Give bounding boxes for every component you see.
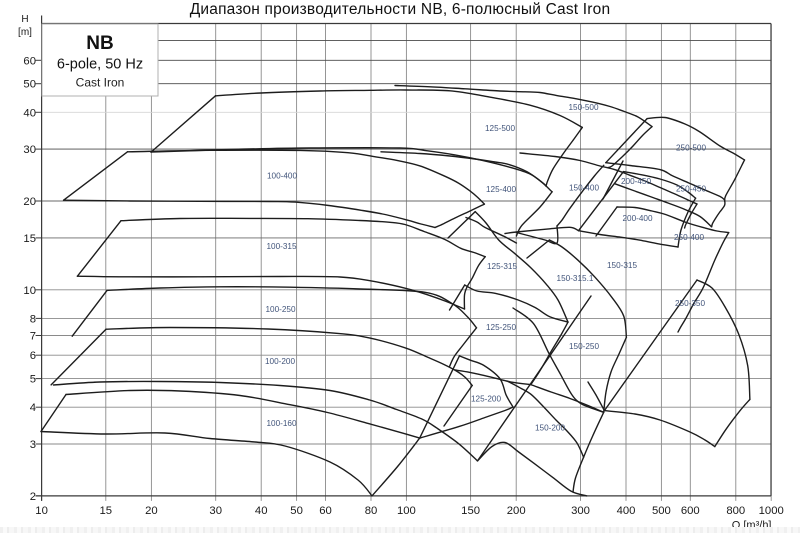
svg-text:2: 2 [30, 491, 36, 503]
svg-text:150-250: 150-250 [569, 342, 599, 351]
svg-text:150: 150 [461, 505, 480, 517]
svg-text:200-450: 200-450 [621, 177, 651, 186]
svg-text:15: 15 [100, 505, 113, 517]
svg-text:50: 50 [23, 79, 36, 91]
svg-text:250-500: 250-500 [676, 144, 706, 153]
svg-text:6-pole, 50 Hz: 6-pole, 50 Hz [57, 57, 143, 73]
svg-text:60: 60 [319, 505, 332, 517]
svg-text:125-315: 125-315 [487, 262, 517, 271]
svg-text:200: 200 [507, 505, 526, 517]
svg-text:30: 30 [209, 505, 222, 517]
svg-text:100-400: 100-400 [267, 172, 297, 181]
svg-text:7: 7 [30, 331, 36, 343]
svg-text:[m]: [m] [18, 27, 32, 38]
svg-text:40: 40 [23, 107, 36, 119]
svg-text:80: 80 [365, 505, 378, 517]
svg-text:100-200: 100-200 [265, 357, 295, 366]
svg-text:NB: NB [86, 33, 113, 54]
svg-text:125-200: 125-200 [471, 395, 501, 404]
svg-text:100-250: 100-250 [265, 305, 295, 314]
svg-text:125-500: 125-500 [485, 124, 515, 133]
svg-text:800: 800 [726, 505, 745, 517]
svg-text:Cast Iron: Cast Iron [76, 76, 125, 90]
svg-text:4: 4 [30, 402, 36, 414]
svg-text:600: 600 [681, 505, 700, 517]
svg-text:30: 30 [23, 144, 36, 156]
svg-text:125-400: 125-400 [486, 185, 516, 194]
svg-text:10: 10 [23, 285, 36, 297]
svg-text:10: 10 [35, 505, 48, 517]
svg-text:8: 8 [30, 313, 36, 325]
svg-text:150-400: 150-400 [569, 184, 599, 193]
svg-text:100-160: 100-160 [266, 419, 296, 428]
svg-text:5: 5 [30, 374, 36, 386]
svg-text:150-315: 150-315 [607, 261, 637, 270]
svg-text:60: 60 [23, 55, 36, 67]
svg-text:20: 20 [23, 196, 36, 208]
svg-text:250-400: 250-400 [674, 233, 704, 242]
svg-text:150-315.1: 150-315.1 [557, 274, 594, 283]
svg-text:500: 500 [652, 505, 671, 517]
svg-text:150-500: 150-500 [568, 103, 598, 112]
svg-text:6: 6 [30, 350, 36, 362]
svg-text:300: 300 [571, 505, 590, 517]
svg-text:1000: 1000 [759, 505, 784, 517]
svg-text:200-400: 200-400 [622, 214, 652, 223]
svg-text:20: 20 [145, 505, 158, 517]
svg-text:15: 15 [23, 233, 36, 245]
svg-text:400: 400 [617, 505, 636, 517]
svg-text:150-200: 150-200 [535, 424, 565, 433]
svg-text:100: 100 [397, 505, 416, 517]
svg-text:125-250: 125-250 [486, 323, 516, 332]
svg-text:250-350: 250-350 [675, 299, 705, 308]
svg-text:250-450: 250-450 [676, 185, 706, 194]
svg-text:50: 50 [290, 505, 303, 517]
svg-text:H: H [21, 14, 28, 25]
svg-text:3: 3 [30, 439, 36, 451]
svg-text:40: 40 [255, 505, 268, 517]
svg-text:100-315: 100-315 [266, 242, 296, 251]
